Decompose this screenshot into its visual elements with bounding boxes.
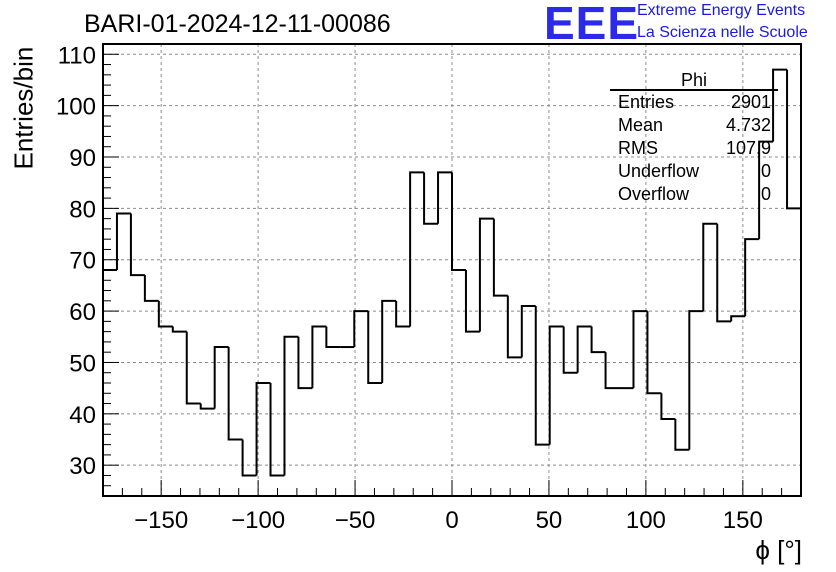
- y-tick-label: 60: [69, 299, 96, 326]
- histogram-bin: [297, 336, 313, 390]
- x-tick-label: −100: [231, 507, 285, 534]
- histogram-bin: [367, 311, 383, 384]
- y-tick-label: 80: [69, 196, 96, 223]
- histogram-bin: [185, 331, 201, 405]
- histogram-bin: [213, 346, 229, 409]
- histogram-bin: [576, 325, 592, 373]
- stats-label: Entries: [618, 92, 675, 112]
- histogram-bin: [534, 305, 550, 446]
- histogram-bin: [437, 171, 452, 224]
- histogram-bin: [772, 68, 788, 142]
- y-tick-label: 30: [69, 453, 96, 480]
- histogram-bin: [325, 326, 341, 349]
- histogram-bin: [520, 304, 536, 358]
- stats-row: Underflow 0: [610, 160, 778, 183]
- y-tick-label: 90: [69, 145, 96, 172]
- stats-value: 2901: [730, 92, 771, 112]
- histogram-bin: [143, 275, 159, 302]
- histogram-bin: [632, 310, 648, 389]
- eee-logo: EEE: [544, 0, 640, 49]
- histogram-bin: [115, 212, 131, 270]
- x-tick-label: 100: [626, 507, 666, 534]
- x-tick-label: 0: [445, 507, 458, 534]
- stats-value: 0: [760, 184, 771, 204]
- y-tick-label: 70: [69, 248, 96, 275]
- histogram-bin: [409, 171, 425, 327]
- logo-caption-2: La Scienza nelle Scuole: [637, 24, 808, 41]
- histogram-bin: [548, 325, 564, 445]
- stats-box: Phi Entries 2901 Mean 4.732 RMS 107.9 Un…: [610, 68, 778, 206]
- histogram-bin: [464, 270, 480, 333]
- histogram-bin: [646, 311, 662, 395]
- histogram-bin: [241, 439, 257, 477]
- y-axis-label: Entries/bin: [8, 46, 39, 170]
- stats-value: 107.9: [725, 138, 771, 158]
- histogram-bin: [227, 347, 243, 441]
- histogram-bin: [171, 326, 187, 333]
- y-tick-label: 100: [56, 94, 96, 121]
- x-tick-label: 150: [723, 507, 763, 534]
- stats-value: 4.732: [725, 115, 771, 135]
- stats-label: Overflow: [618, 184, 690, 204]
- x-tick-label: −50: [335, 507, 376, 534]
- y-tick-label: 40: [69, 402, 96, 429]
- stats-row: Entries 2901: [610, 91, 778, 114]
- histogram-bin: [730, 315, 746, 322]
- y-tick-label: 110: [58, 42, 96, 69]
- histogram-bin: [674, 418, 690, 451]
- x-tick-label: −150: [134, 507, 188, 534]
- histogram-bin: [492, 218, 508, 297]
- stats-row: Mean 4.732: [610, 114, 778, 137]
- stats-label: Mean: [618, 115, 664, 135]
- histogram-bin: [423, 172, 439, 225]
- histogram-bin: [395, 300, 411, 328]
- x-tick-label: 50: [536, 507, 563, 534]
- histogram-bin: [255, 382, 271, 476]
- histogram-bin: [199, 403, 215, 410]
- stats-row: RMS 107.9: [610, 137, 778, 160]
- histogram-bin: [269, 383, 285, 477]
- histogram-bin: [506, 295, 522, 359]
- histogram-bin: [786, 69, 802, 496]
- histogram-bin: [283, 335, 299, 476]
- histogram-bin: [353, 310, 369, 348]
- histogram-bin: [758, 140, 774, 240]
- histogram-bin: [562, 326, 578, 374]
- histogram-bin: [129, 213, 145, 277]
- histogram-bin: [590, 326, 606, 354]
- y-tick-label: 50: [69, 350, 96, 377]
- histogram-bin: [688, 310, 704, 450]
- histogram-bin: [660, 393, 676, 420]
- histogram-bin: [157, 300, 173, 328]
- histogram-bin: [702, 222, 718, 312]
- histogram-bin: [311, 325, 327, 389]
- histogram-bin: [716, 223, 732, 323]
- histogram-bin: [604, 352, 620, 390]
- histogram-bin: [451, 172, 466, 271]
- logo-caption-1: Extreme Energy Events: [637, 2, 806, 19]
- x-axis-label: ϕ [°]: [755, 535, 802, 565]
- histogram-bin: [744, 238, 760, 317]
- stats-title: Phi: [610, 68, 778, 91]
- histogram-bin: [381, 299, 397, 383]
- stats-value: 0: [760, 161, 771, 181]
- histogram-bin: [478, 217, 494, 332]
- chart-title: BARI-01-2024-12-11-00086: [84, 10, 391, 38]
- stats-row: Overflow 0: [610, 183, 778, 206]
- stats-label: Underflow: [618, 161, 700, 181]
- stats-label: RMS: [618, 138, 658, 158]
